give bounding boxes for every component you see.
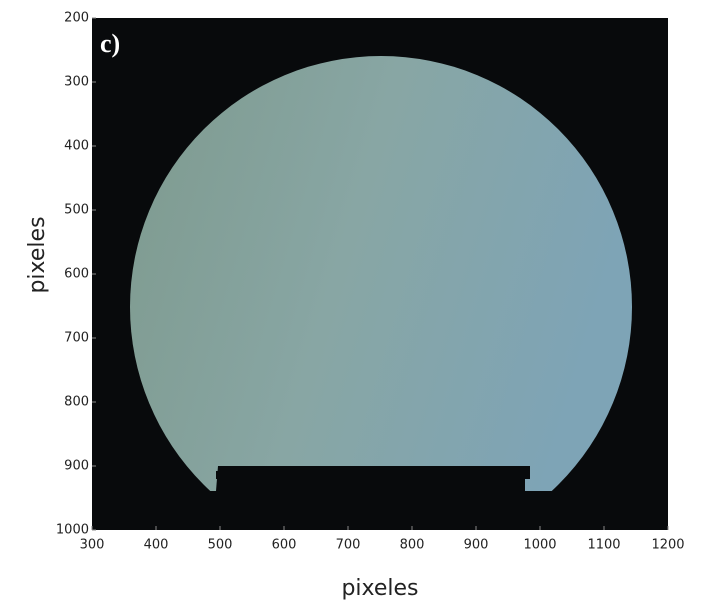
- y-tick-label: 700: [64, 331, 89, 346]
- x-tick-label: 300: [80, 538, 105, 553]
- y-tick-label: 200: [64, 11, 89, 26]
- x-tick-label: 700: [336, 538, 361, 553]
- y-tick-label: 800: [64, 395, 89, 410]
- x-tick-label: 900: [464, 538, 489, 553]
- y-tick-label: 600: [64, 267, 89, 282]
- chart: c) pixeles pixeles 300 400 500 600 700 800 900…: [0, 0, 713, 607]
- y-tick-label: 900: [64, 459, 89, 474]
- page: {"chart_data": {"type": "image", "panel_…: [0, 0, 713, 607]
- panel-label: c): [100, 29, 120, 58]
- disc-cutout: [216, 466, 530, 491]
- y-axis-label: pixeles: [25, 216, 50, 293]
- x-tick-label: 400: [144, 538, 169, 553]
- x-tick-label: 1100: [587, 538, 620, 553]
- y-tick-label: 500: [64, 203, 89, 218]
- x-tick-label: 1000: [523, 538, 556, 553]
- x-axis-label: pixeles: [341, 576, 418, 601]
- x-tick-label: 800: [400, 538, 425, 553]
- x-tick-label: 1200: [651, 538, 684, 553]
- y-tick-label: 1000: [56, 523, 89, 538]
- x-tick-label: 600: [272, 538, 297, 553]
- x-tick-label: 500: [208, 538, 233, 553]
- y-tick-label: 300: [64, 75, 89, 90]
- y-tick-label: 400: [64, 139, 89, 154]
